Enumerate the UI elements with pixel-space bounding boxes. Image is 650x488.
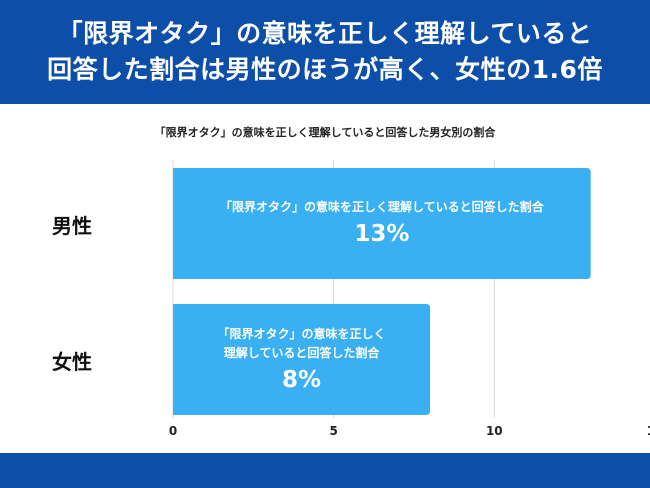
data-label-female: 8%	[281, 366, 322, 393]
x-tick-label-10: 10	[485, 424, 503, 438]
bar-female	[173, 304, 431, 415]
category-label-female: 女性	[52, 349, 92, 374]
x-tick-label-15: 15	[647, 424, 650, 438]
footer-bar	[0, 453, 650, 488]
header-title-line2: 回答した割合は男性のほうが高く、女性の1.6倍	[47, 55, 603, 84]
bar-description-female-2: 理解していると回答した割合	[223, 345, 380, 360]
bar-label-group-female: 「限界オタク」の意味を正しく 理解していると回答した割合 8%	[173, 304, 430, 415]
bar-label-group-male: 「限界オタク」の意味を正しく理解していると回答した割合 13%	[173, 168, 591, 279]
bar-male	[173, 168, 591, 279]
header-title-line1: 「限界オタク」の意味を正しく理解していると	[57, 19, 593, 48]
x-tick-label-0: 0	[168, 424, 178, 438]
header-banner: 「限界オタク」の意味を正しく理解していると 回答した割合は男性のほうが高く、女性…	[0, 0, 650, 104]
category-label-male: 男性	[52, 213, 92, 238]
data-label-male: 13%	[354, 221, 410, 247]
x-tick-label-5: 5	[329, 424, 338, 438]
bar-description-male-1: 「限界オタク」の意味を正しく理解していると回答した割合	[220, 200, 544, 214]
bar-description-female-1: 「限界オタク」の意味を正しく	[217, 326, 386, 341]
chart-title: 「限界オタク」の意味を正しく理解していると回答した男女別の割合	[154, 126, 496, 139]
